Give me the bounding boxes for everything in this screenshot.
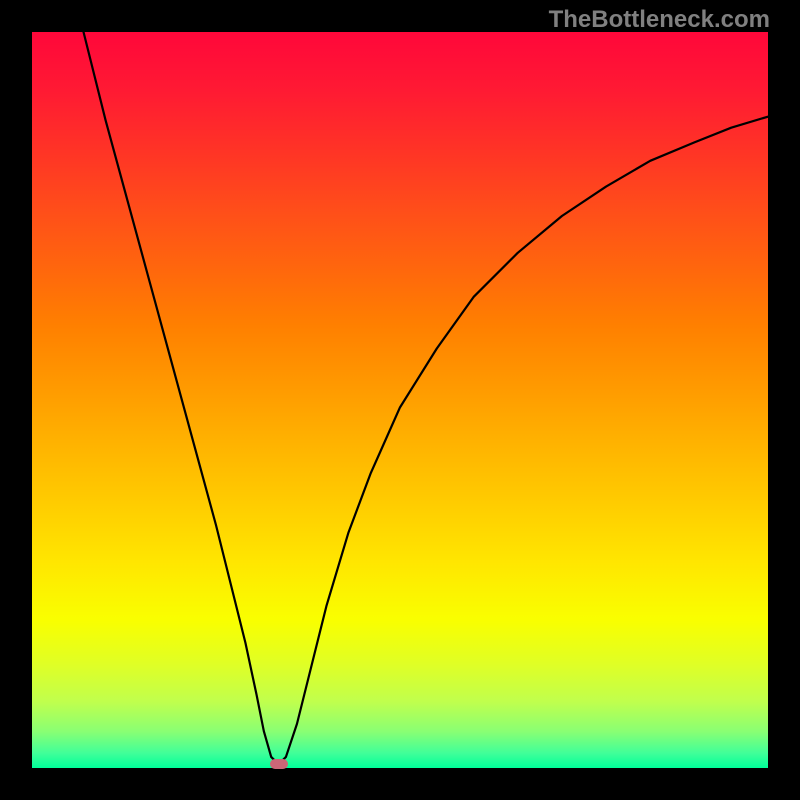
optimal-point-marker xyxy=(270,759,288,769)
chart-container: TheBottleneck.com xyxy=(0,0,800,800)
watermark-text: TheBottleneck.com xyxy=(549,6,770,34)
bottleneck-curve xyxy=(0,0,800,800)
curve-path xyxy=(84,32,768,764)
